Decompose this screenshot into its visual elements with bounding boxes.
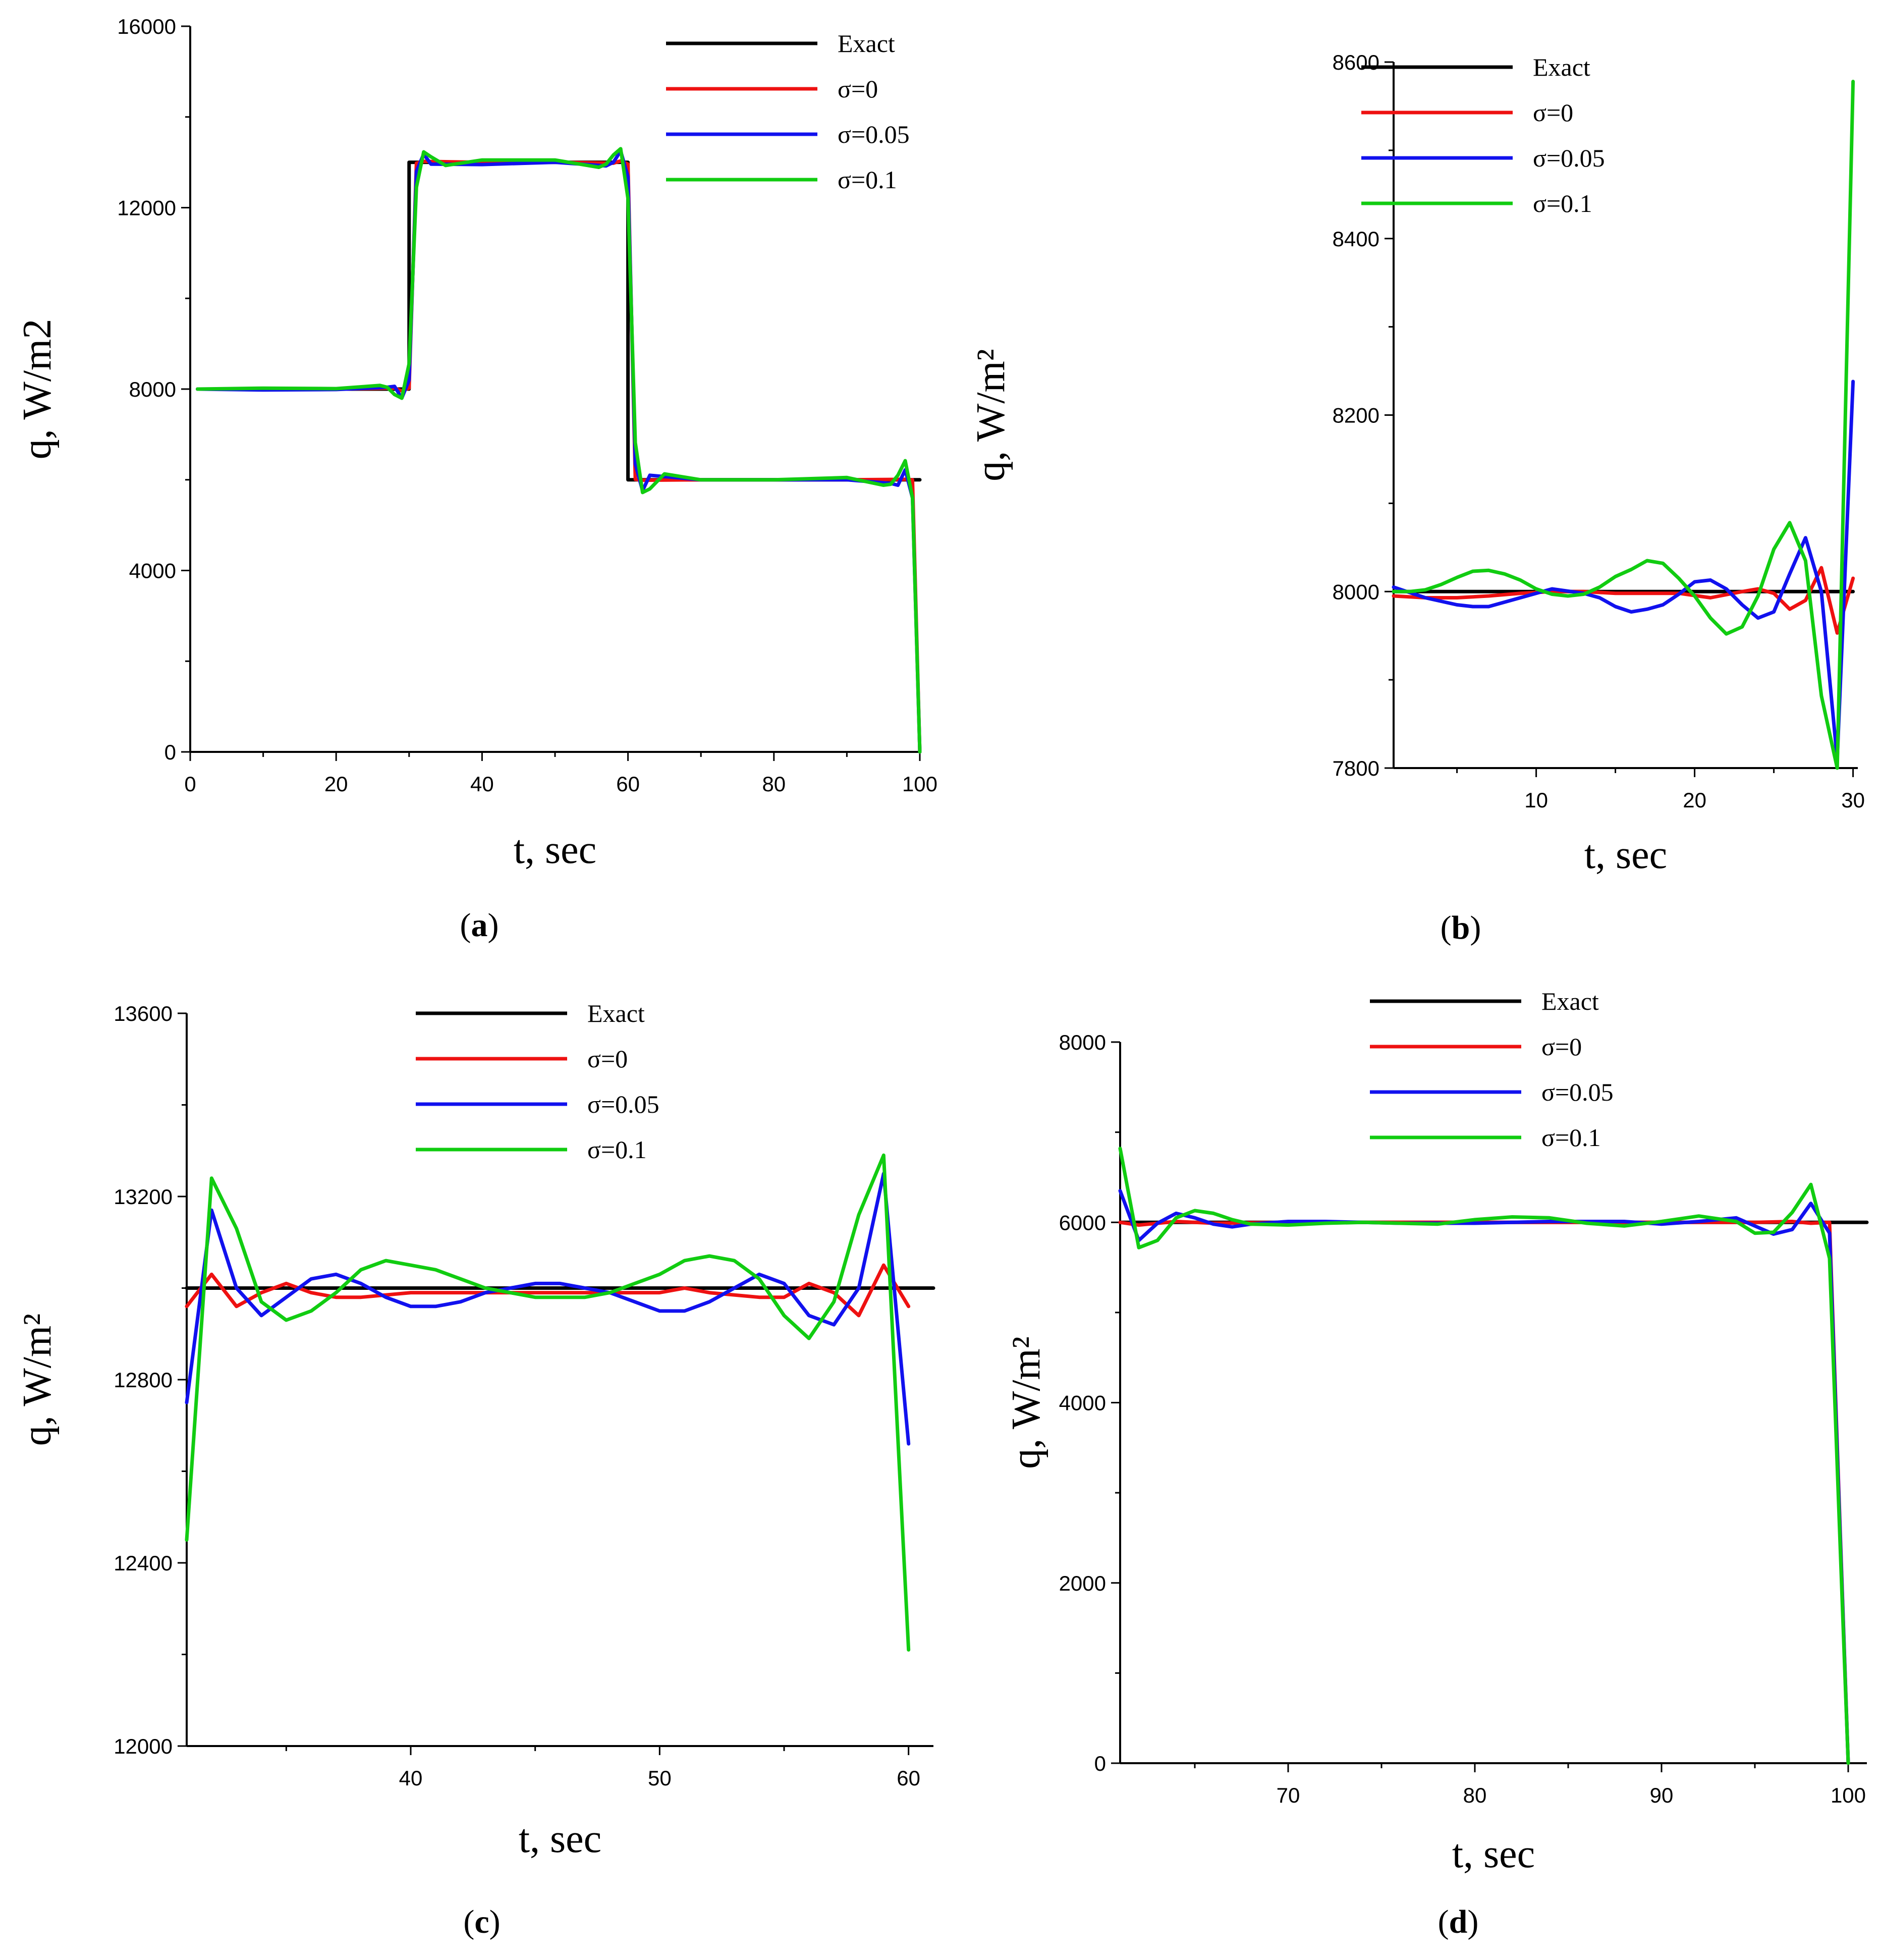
panel-label-open: (: [460, 907, 471, 944]
panel-label-close: ): [1467, 1903, 1478, 1940]
legend-label: σ=0.1: [587, 1135, 647, 1164]
x-tick-label: 50: [648, 1766, 672, 1790]
panel-label-close: ): [1470, 909, 1481, 946]
x-tick-label: 20: [324, 772, 348, 796]
chart-panel-a: 0 4000 8000 12000 16000 0 20 40 60 80 100 Exact σ=0 σ…: [15, 15, 937, 944]
legend-label: σ=0: [587, 1045, 628, 1073]
y-tick-label: 8600: [1333, 50, 1379, 74]
series-line-sigma-3: [1118, 1147, 1850, 1765]
panel-label-close: ): [488, 907, 499, 944]
panel-label-letter: b: [1452, 909, 1470, 946]
x-tick-label: 100: [902, 772, 937, 796]
y-tick-label: 0: [1094, 1752, 1106, 1775]
series-line-sigma-2: [196, 149, 922, 754]
panel-label-open: (: [1441, 909, 1452, 946]
legend-label: σ=0.1: [838, 166, 897, 194]
y-axis-title: q, W/m²: [969, 349, 1013, 481]
y-axis-title: q, W/m²: [15, 1314, 60, 1446]
panel-label: (d): [1438, 1903, 1479, 1940]
x-tick-label: 60: [616, 772, 640, 796]
series-line-sigma-2: [1392, 379, 1855, 761]
y-tick-label: 8000: [1059, 1030, 1106, 1054]
panel-label-letter: d: [1449, 1903, 1468, 1940]
series-line-sigma-1: [1392, 566, 1855, 635]
panel-label: (a): [460, 907, 499, 944]
x-tick-label: 80: [762, 772, 786, 796]
legend-label: σ=0.05: [587, 1090, 659, 1118]
y-tick-label: 12400: [114, 1551, 173, 1575]
legend-label: σ=0.1: [1541, 1123, 1601, 1152]
y-tick-label: 12000: [114, 1734, 173, 1758]
y-axis-title: q, W/m2: [15, 319, 60, 460]
legend-label: σ=0.05: [1541, 1078, 1614, 1106]
y-tick-label: 7800: [1333, 756, 1379, 780]
series-line-sigma-3: [1392, 80, 1855, 770]
x-axis-title: t, sec: [1584, 833, 1667, 877]
y-tick-label: 12000: [117, 196, 176, 220]
series-line-sigma-1: [1118, 1220, 1850, 1765]
x-tick-label: 40: [470, 772, 494, 796]
x-tick-label: 80: [1463, 1783, 1487, 1807]
legend-label: Exact: [587, 999, 645, 1027]
y-tick-label: 13600: [114, 1002, 173, 1025]
legend-label: σ=0.05: [1533, 144, 1605, 172]
series-line-exact: [196, 160, 922, 482]
legend-label: σ=0.1: [1533, 189, 1592, 217]
x-tick-label: 0: [184, 772, 196, 796]
panel-label-open: (: [463, 1903, 474, 1940]
y-tick-label: 6000: [1059, 1211, 1106, 1234]
y-tick-label: 0: [164, 740, 176, 764]
panel-label-letter: c: [474, 1903, 489, 1940]
chart-panel-c: 12000 12400 12800 13200 13600 40 50 60 Exact σ=0 σ…: [15, 999, 935, 1940]
legend-label: σ=0: [1533, 98, 1573, 127]
chart-panel-b: 7800 8000 8200 8400 8600 10 20 30 Exact σ=0 σ=0.05…: [969, 50, 1865, 946]
y-tick-label: 8000: [129, 377, 176, 401]
y-tick-label: 8400: [1333, 227, 1379, 251]
series-line-sigma-3: [196, 147, 922, 754]
legend-label: σ=0: [1541, 1032, 1582, 1061]
panel-label-close: ): [489, 1903, 501, 1940]
x-tick-label: 40: [399, 1766, 423, 1790]
panel-label-letter: a: [471, 907, 488, 944]
series-line-sigma-2: [185, 1172, 911, 1446]
chart-panel-d: 0 2000 4000 6000 8000 70 80 90 100 Exact σ=0 σ=0.05…: [1004, 987, 1869, 1940]
y-axis-title: q, W/m²: [1004, 1336, 1048, 1469]
legend-label: σ=0.05: [838, 120, 910, 148]
y-tick-label: 12800: [114, 1368, 173, 1392]
series-line-sigma-2: [1118, 1189, 1850, 1765]
x-tick-label: 20: [1683, 788, 1706, 812]
y-tick-label: 4000: [1059, 1391, 1106, 1415]
series-line-sigma-3: [185, 1153, 911, 1652]
x-tick-label: 30: [1841, 788, 1865, 812]
y-tick-label: 4000: [129, 559, 176, 583]
x-tick-label: 60: [897, 1766, 920, 1790]
x-tick-label: 90: [1650, 1783, 1674, 1807]
y-tick-label: 8200: [1333, 404, 1379, 427]
y-tick-label: 2000: [1059, 1571, 1106, 1595]
y-tick-label: 16000: [117, 15, 176, 38]
x-axis-title: t, sec: [1452, 1832, 1535, 1876]
x-axis-title: t, sec: [514, 828, 596, 872]
x-tick-label: 10: [1524, 788, 1548, 812]
x-tick-label: 100: [1831, 1783, 1866, 1807]
legend-label: σ=0: [838, 75, 878, 103]
panel-label: (c): [463, 1903, 500, 1940]
legend-label: Exact: [1541, 987, 1599, 1015]
legend-label: Exact: [1533, 53, 1590, 81]
panel-label: (b): [1441, 909, 1481, 946]
x-axis-title: t, sec: [519, 1817, 601, 1861]
panel-label-open: (: [1438, 1903, 1449, 1940]
series-line-sigma-1: [185, 1263, 911, 1318]
series-line-sigma-1: [196, 159, 922, 754]
y-tick-label: 8000: [1333, 580, 1379, 604]
y-tick-label: 13200: [114, 1185, 173, 1209]
legend-label: Exact: [838, 29, 895, 58]
x-tick-label: 70: [1277, 1783, 1300, 1807]
